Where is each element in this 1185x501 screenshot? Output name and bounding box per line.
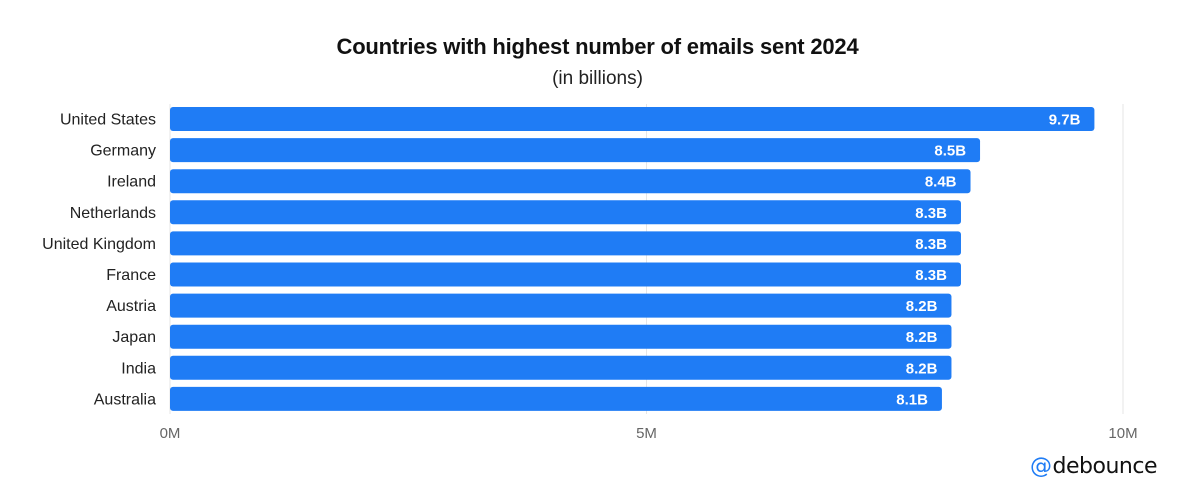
category-label: India	[121, 360, 156, 377]
category-label: Netherlands	[70, 205, 156, 222]
category-label: Japan	[112, 329, 156, 346]
data-label: 8.3B	[915, 205, 947, 222]
category-label: Germany	[90, 143, 156, 160]
data-label: 8.4B	[925, 174, 957, 191]
category-label: United Kingdom	[42, 236, 156, 253]
bar	[170, 293, 952, 318]
x-tick-label: 10M	[1108, 425, 1137, 442]
debounce-logo: @ debounce	[1030, 454, 1157, 479]
data-label: 8.5B	[934, 143, 966, 160]
data-label: 8.3B	[915, 236, 947, 253]
category-label: Australia	[94, 391, 156, 408]
x-tick-label: 5M	[636, 425, 657, 442]
x-tick-label: 0M	[160, 425, 181, 442]
bar	[170, 169, 971, 194]
category-label: Austria	[106, 298, 156, 315]
logo-at-symbol: @	[1030, 454, 1052, 479]
category-label: France	[106, 267, 156, 284]
bar	[170, 355, 952, 380]
data-label: 9.7B	[1049, 112, 1081, 129]
category-label: United States	[60, 112, 156, 129]
data-label: 8.2B	[906, 360, 938, 377]
bar	[170, 138, 981, 163]
category-label: Ireland	[107, 174, 156, 191]
bar	[170, 262, 961, 287]
bar	[170, 200, 961, 225]
data-label: 8.1B	[896, 391, 928, 408]
data-label: 8.2B	[906, 329, 938, 346]
bar	[170, 324, 952, 349]
chart-subtitle: (in billions)	[552, 68, 643, 89]
data-label: 8.2B	[906, 298, 938, 315]
data-label: 8.3B	[915, 267, 947, 284]
logo-text: debounce	[1052, 454, 1158, 479]
bar	[170, 386, 942, 411]
chart-title: Countries with highest number of emails …	[336, 34, 859, 59]
bar	[170, 107, 1095, 131]
bar	[170, 231, 961, 256]
